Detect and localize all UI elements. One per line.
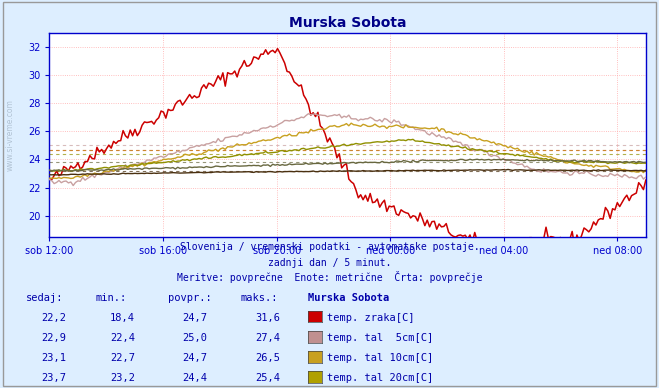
Text: Slovenija / vremenski podatki - avtomatske postaje.: Slovenija / vremenski podatki - avtomats… [180,242,479,252]
Text: maks.:: maks.: [241,293,278,303]
Text: 22,9: 22,9 [41,333,66,343]
Text: temp. tal 20cm[C]: temp. tal 20cm[C] [327,373,433,383]
Text: 25,0: 25,0 [183,333,208,343]
Text: 22,7: 22,7 [110,353,135,363]
Text: 24,4: 24,4 [183,373,208,383]
Text: temp. tal 10cm[C]: temp. tal 10cm[C] [327,353,433,363]
Text: www.si-vreme.com: www.si-vreme.com [6,99,15,171]
Text: 27,4: 27,4 [255,333,280,343]
Text: 23,1: 23,1 [41,353,66,363]
Text: 23,2: 23,2 [110,373,135,383]
Text: temp. tal  5cm[C]: temp. tal 5cm[C] [327,333,433,343]
Text: Murska Sobota: Murska Sobota [308,293,389,303]
Text: temp. zraka[C]: temp. zraka[C] [327,313,415,323]
Text: 24,7: 24,7 [183,353,208,363]
Text: 22,2: 22,2 [41,313,66,323]
Text: 18,4: 18,4 [110,313,135,323]
Text: 24,7: 24,7 [183,313,208,323]
Title: Murska Sobota: Murska Sobota [289,16,407,30]
Text: 26,5: 26,5 [255,353,280,363]
Text: min.:: min.: [96,293,127,303]
Text: 22,4: 22,4 [110,333,135,343]
Text: zadnji dan / 5 minut.: zadnji dan / 5 minut. [268,258,391,268]
Text: sedaj:: sedaj: [26,293,64,303]
Text: 31,6: 31,6 [255,313,280,323]
Text: 25,4: 25,4 [255,373,280,383]
Text: 23,7: 23,7 [41,373,66,383]
Text: povpr.:: povpr.: [168,293,212,303]
Text: Meritve: povprečne  Enote: metrične  Črta: povprečje: Meritve: povprečne Enote: metrične Črta:… [177,271,482,283]
